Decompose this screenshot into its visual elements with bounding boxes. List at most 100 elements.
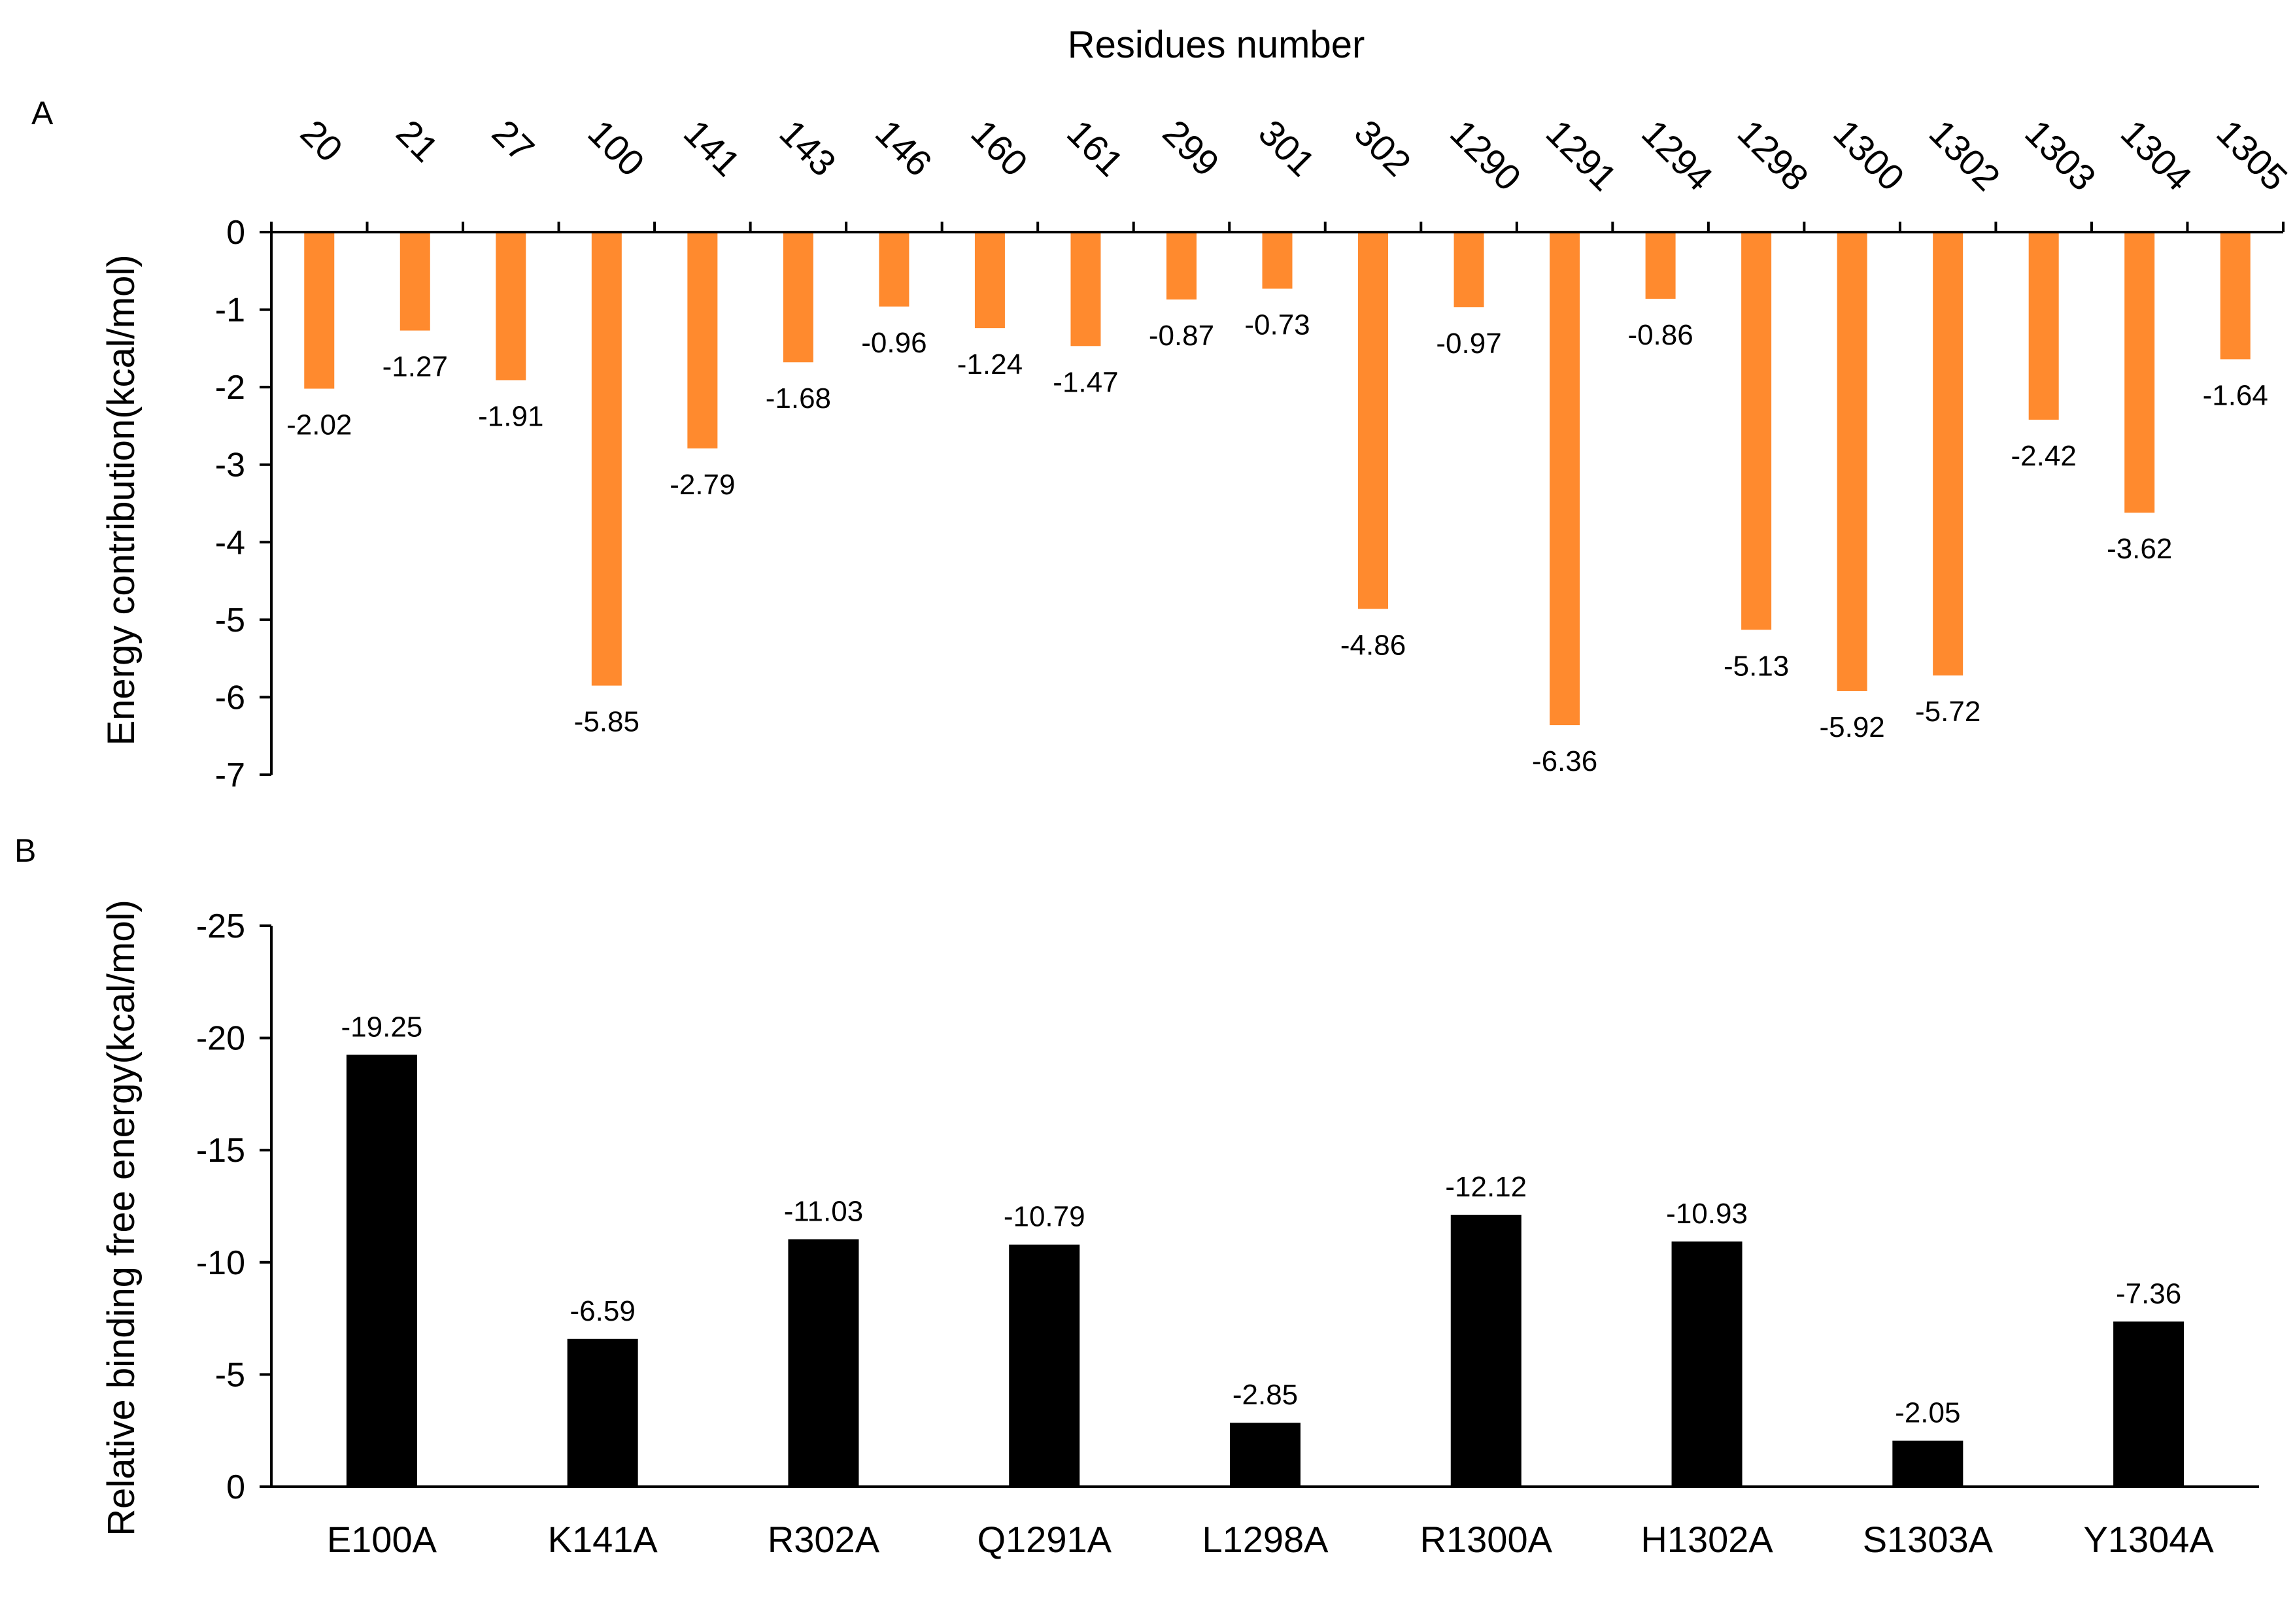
panel-a-category-label: 1300: [1826, 112, 1912, 199]
panel-a-ytick-label: -3: [215, 447, 245, 484]
panel-b-data-label: -6.59: [570, 1295, 636, 1327]
panel-b-category-label: K141A: [548, 1519, 658, 1560]
panel-b-ytick-label: -20: [196, 1020, 245, 1058]
panel-a-category-label: 146: [868, 112, 940, 184]
panel-a-category-label: 1302: [1922, 112, 2009, 199]
panel-b-bar: [1892, 1440, 1964, 1487]
panel-a-data-label: -0.97: [1436, 328, 1501, 360]
panel-a-category-label: 1290: [1442, 112, 1529, 199]
panel-b-bar: [1230, 1423, 1300, 1487]
panel-a-category-label: 299: [1155, 112, 1227, 184]
panel-b-category-label: R1300A: [1420, 1519, 1553, 1560]
panel-a-category-label: 1304: [2113, 112, 2200, 199]
panel-a-bar: [1262, 232, 1293, 289]
panel-b-ylabel: Relative binding free energy(kcal/mol): [100, 900, 143, 1536]
panel-a-bar: [1454, 232, 1484, 308]
panel-b-ytick-label: 0: [226, 1468, 245, 1506]
panel-a-data-label: -5.85: [574, 706, 639, 738]
panel-b-category-label: E100A: [327, 1519, 437, 1560]
panel-a-data-label: -1.68: [766, 382, 831, 414]
panel-a-category-label: 160: [963, 112, 1036, 184]
panel-a-bar: [1070, 232, 1101, 347]
panel-a-data-label: -5.13: [1724, 650, 1789, 682]
panel-b-category-label: S1303A: [1863, 1519, 1994, 1560]
panel-b-data-label: -10.93: [1666, 1198, 1748, 1230]
panel-b-bar: [1671, 1241, 1742, 1487]
panel-b-bar: [788, 1239, 859, 1487]
panel-b-data-labels: -19.25 -6.59 -11.03 -10.79 -2.85 -12.12 -10.93…: [341, 1011, 2182, 1429]
panel-a-data-label: -5.92: [1819, 711, 1884, 743]
panel-a-data-label: -3.62: [2107, 533, 2172, 565]
panel-a-bar: [1166, 232, 1197, 300]
panel-a-bar: [1837, 232, 1867, 691]
panel-b-data-label: -7.36: [2116, 1277, 2181, 1310]
panel-a-category-label: 1291: [1538, 112, 1625, 199]
panel-b-data-label: -2.85: [1232, 1379, 1298, 1411]
panel-a-category-label: 301: [1251, 112, 1323, 184]
panel-a-bar: [1358, 232, 1389, 609]
panel-a-data-labels: -2.02 -1.27 -1.91 -5.85 -2.79 -1.68 -0.96 -1.24…: [286, 309, 2268, 778]
panel-a-data-label: -4.86: [1340, 629, 1406, 661]
panel-a-bar: [304, 232, 335, 389]
panel-a-category-label: 1298: [1730, 112, 1817, 199]
panel-a-data-label: -5.72: [1915, 696, 1980, 728]
panel-a-data-label: -6.36: [1532, 745, 1597, 777]
panel-b-chart: B Relative binding free energy(kcal/mol)…: [14, 832, 2259, 1560]
panel-a-ytick-label: -6: [215, 679, 245, 717]
panel-a-bar: [879, 232, 910, 307]
panel-b-bar: [346, 1055, 417, 1487]
panel-a-chart: A Residues number Energy contribution(kc…: [31, 24, 2295, 794]
panel-a-bar: [400, 232, 430, 331]
panel-b-data-label: -10.79: [1004, 1201, 1085, 1233]
panel-b-category-label: H1302A: [1640, 1519, 1773, 1560]
panel-a-xlabel: Residues number: [1068, 24, 1365, 66]
panel-a-bar: [687, 232, 718, 448]
panel-b-bar: [567, 1338, 638, 1487]
panel-b-category-label: Q1291A: [977, 1519, 1112, 1560]
panel-a-data-label: -1.27: [382, 351, 448, 383]
panel-a-category-label: 1305: [2209, 112, 2295, 199]
panel-a-data-label: -2.42: [2011, 440, 2077, 472]
panel-a-data-label: -0.86: [1627, 319, 1693, 351]
panel-a-letter: A: [31, 95, 54, 131]
panel-b-yticks: 0 -5 -10 -15 -20 -25: [196, 907, 271, 1506]
panel-a-ylabel: Energy contribution(kcal/mol): [100, 254, 143, 745]
panel-a-data-label: -2.02: [286, 409, 352, 441]
panel-b-data-label: -2.05: [1895, 1397, 1960, 1429]
panel-b-ytick-label: -10: [196, 1244, 245, 1282]
panel-a-bar: [1741, 232, 1772, 630]
panel-b-ytick-label: -25: [196, 907, 245, 945]
panel-a-category-label: 161: [1059, 112, 1132, 184]
panel-a-bar: [1933, 232, 1964, 676]
panel-a-data-label: -0.73: [1244, 309, 1310, 341]
panel-a-bar: [783, 232, 813, 363]
panel-a-bar: [496, 232, 526, 381]
panel-a-category-label: 20: [293, 112, 351, 170]
panel-b-bar: [1450, 1215, 1522, 1487]
panel-a-ytick-label: -1: [215, 292, 245, 330]
panel-a-ytick-label: -7: [215, 756, 245, 794]
panel-a-yticks: 0 -1 -2 -3 -4 -5 -6 -7: [215, 214, 2285, 794]
panel-a-category-label: 1303: [2017, 112, 2104, 199]
panel-a-category-label: 21: [388, 112, 447, 170]
panel-b-data-label: -12.12: [1445, 1171, 1527, 1203]
panel-a-data-label: -1.24: [957, 348, 1023, 381]
panel-b-bars: [346, 1055, 2184, 1487]
panel-a-ytick-label: -4: [215, 524, 245, 562]
panel-a-bar: [591, 232, 622, 686]
panel-a-bar: [2220, 232, 2251, 360]
panel-b-data-label: -19.25: [341, 1011, 423, 1043]
panel-a-data-label: -0.87: [1149, 320, 1214, 352]
panel-a-data-label: -1.64: [2203, 379, 2268, 411]
panel-a-category-labels: 20 21 27 100 141 143 146 160 161 299 301 302 1290 129…: [293, 112, 2295, 199]
panel-b-category-labels: E100A K141A R302A Q1291A L1298A R1300A H1302A S…: [327, 1519, 2215, 1560]
panel-a-data-label: -2.79: [670, 469, 735, 501]
panel-a-data-label: -1.91: [478, 400, 543, 432]
panel-b-ytick-label: -5: [215, 1356, 245, 1394]
panel-b-bar: [1009, 1244, 1080, 1487]
panel-a-ytick-label: 0: [226, 214, 245, 252]
panel-a-bar: [2124, 232, 2155, 513]
panel-a-bar: [1550, 232, 1580, 726]
panel-a-data-label: -1.47: [1053, 366, 1118, 398]
